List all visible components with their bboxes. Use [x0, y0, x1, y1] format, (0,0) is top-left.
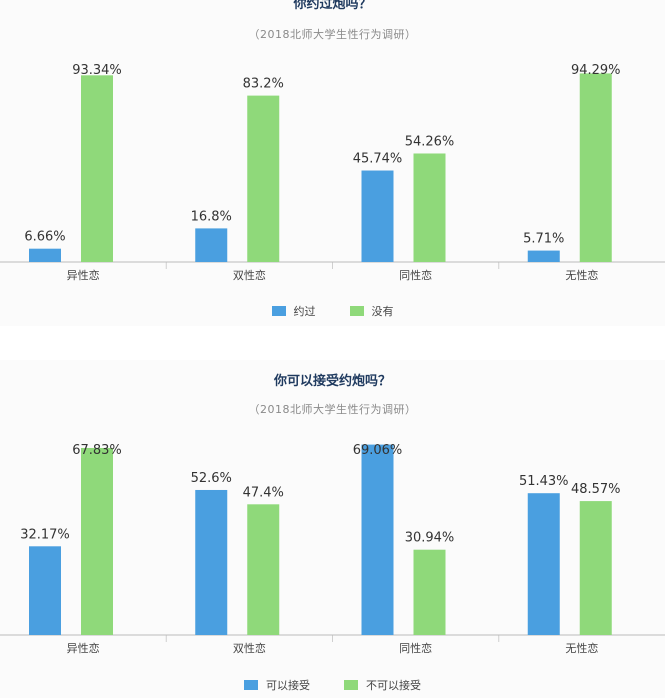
bar-series-b: [579, 501, 612, 635]
x-tick-label: 异性恋: [67, 268, 100, 282]
bar-series-b: [247, 95, 280, 262]
chart-1-legend: 约过 没有: [0, 303, 665, 319]
x-tick-label: 异性恋: [67, 641, 100, 655]
chart-subtitle-2: （2018北师大学生性行为调研）: [248, 403, 417, 416]
legend-label-series-a: 可以接受: [266, 679, 310, 692]
data-label: 93.34%: [72, 63, 122, 78]
bar-series-a: [195, 228, 228, 262]
data-label: 51.43%: [519, 474, 569, 489]
data-label: 67.83%: [72, 443, 122, 458]
legend-swatch-series-b: [349, 306, 364, 316]
data-label: 30.94%: [405, 531, 455, 546]
legend-item-series-a: 可以接受: [244, 677, 310, 693]
x-tick-label: 同性恋: [399, 268, 432, 282]
data-label: 52.6%: [191, 471, 232, 486]
chart-title-2: 你可以接受约炮吗？: [273, 374, 391, 389]
data-label: 48.57%: [571, 482, 621, 497]
data-label: 69.06%: [353, 443, 403, 458]
legend-swatch-series-b: [344, 680, 358, 690]
legend-item-series-a: 约过: [271, 303, 316, 319]
x-tick-label: 无性恋: [565, 268, 598, 282]
legend-label-series-a: 约过: [293, 305, 316, 318]
data-label: 32.17%: [20, 527, 70, 542]
data-label: 5.71%: [523, 232, 564, 247]
data-label: 83.2%: [243, 77, 284, 92]
legend-item-series-b: 没有: [349, 303, 394, 319]
x-tick-label: 双性恋: [233, 641, 266, 655]
bar-series-a: [361, 444, 394, 635]
data-label: 16.8%: [191, 209, 232, 224]
bar-series-b: [579, 73, 612, 262]
legend-swatch-series-a: [244, 680, 258, 690]
bar-series-b: [81, 447, 113, 635]
x-tick-label: 无性恋: [565, 641, 598, 655]
legend-swatch-series-a: [271, 306, 286, 316]
chart-subtitle-1: （2018北师大学生性行为调研）: [248, 28, 417, 41]
bar-series-b: [247, 504, 280, 635]
chart-2-plot: 32.17% 67.83% 异性恋 52.6% 47.4% 双性恋 69.06% 30.94%…: [0, 443, 665, 655]
x-tick-label: 同性恋: [399, 641, 432, 655]
chart-title-1: 你约过炮吗？: [293, 0, 372, 12]
data-label: 47.4%: [243, 485, 284, 500]
bar-series-a: [29, 248, 61, 262]
bar-series-b: [81, 75, 113, 262]
bar-series-a: [195, 489, 228, 635]
bar-series-a: [527, 250, 560, 262]
bar-series-a: [29, 546, 61, 635]
x-tick-label: 双性恋: [233, 268, 266, 282]
bar-series-a: [361, 170, 394, 262]
data-label: 54.26%: [405, 134, 455, 149]
legend-label-series-b: 不可以接受: [366, 679, 421, 692]
bar-series-a: [527, 493, 560, 635]
legend-item-series-b: 不可以接受: [344, 677, 421, 693]
data-label: 94.29%: [571, 63, 621, 78]
bar-series-b: [413, 549, 446, 635]
legend-label-series-b: 没有: [371, 305, 394, 318]
bar-series-b: [413, 153, 446, 262]
chart-1-plot: 6.66% 93.34% 异性恋 16.8% 83.2% 双性恋 45.74%54.26% 同…: [0, 63, 665, 282]
data-label: 45.74%: [353, 152, 403, 167]
chart-2-legend: 可以接受 不可以接受: [0, 677, 665, 693]
data-label: 6.66%: [24, 230, 65, 245]
